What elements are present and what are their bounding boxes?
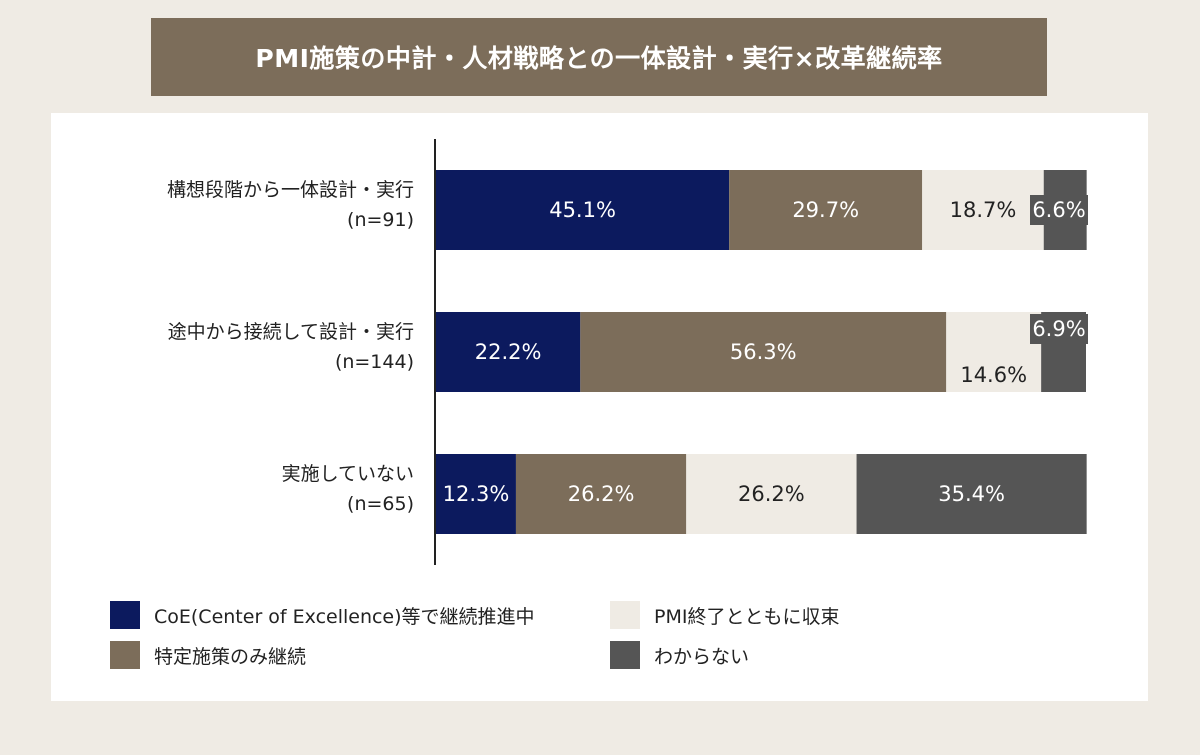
data-label-box	[1030, 314, 1088, 344]
category-name: 実施していない	[281, 463, 414, 485]
category-n: (n=65)	[347, 493, 414, 515]
category-axis	[434, 139, 436, 565]
legend-item: 特定施策のみ継続	[110, 641, 306, 669]
category-label: 実施していない (n=65)	[282, 459, 414, 519]
data-label: 6.9%	[1032, 317, 1085, 341]
legend-swatch	[110, 601, 140, 629]
category-n: (n=91)	[347, 209, 414, 231]
data-label: 35.4%	[938, 482, 1005, 506]
legend-label: 特定施策のみ継続	[154, 645, 307, 668]
legend-item: CoE(Center of Excellence)等で継続推進中	[110, 601, 535, 629]
data-label: 22.2%	[475, 340, 542, 364]
bar-segment	[922, 170, 1044, 250]
legend-swatch	[610, 601, 640, 629]
data-label: 18.7%	[950, 198, 1017, 222]
data-label: 29.7%	[792, 198, 859, 222]
legend-label: わからない	[654, 645, 750, 668]
bar-segment	[856, 454, 1087, 534]
data-label: 26.2%	[568, 482, 635, 506]
data-label: 45.1%	[549, 198, 616, 222]
bar-segment	[946, 312, 1042, 392]
bar-segment	[436, 454, 516, 534]
bar-segment	[729, 170, 923, 250]
chart-title: PMI施策の中計・人材戦略との一体設計・実行×改革継続率	[151, 18, 1047, 96]
data-label: 26.2%	[738, 482, 805, 506]
bar-segment	[436, 170, 730, 250]
category-name: 途中から接続して設計・実行	[167, 321, 414, 343]
category-label: 途中から接続して設計・実行 (n=144)	[168, 317, 414, 377]
legend-swatch	[110, 641, 140, 669]
category-name: 構想段階から一体設計・実行	[166, 179, 414, 201]
legend-swatch	[610, 641, 640, 669]
bar-segment	[686, 454, 857, 534]
legend-item: PMI終了とともに収束	[610, 601, 839, 629]
category-n: (n=144)	[334, 351, 414, 373]
data-label: 56.3%	[730, 340, 797, 364]
data-label: 14.6%	[960, 363, 1027, 387]
legend-label: CoE(Center of Excellence)等で継続推進中	[154, 605, 535, 628]
data-label-box	[1030, 195, 1088, 225]
data-label: 12.3%	[443, 482, 510, 506]
legend-item: わからない	[610, 641, 749, 669]
bar-segment	[436, 312, 581, 392]
bar-segment	[515, 454, 687, 534]
bar-segment	[580, 312, 947, 392]
category-label: 構想段階から一体設計・実行 (n=91)	[167, 175, 414, 235]
data-label: 6.6%	[1032, 198, 1085, 222]
legend-label: PMI終了とともに収束	[654, 605, 840, 628]
